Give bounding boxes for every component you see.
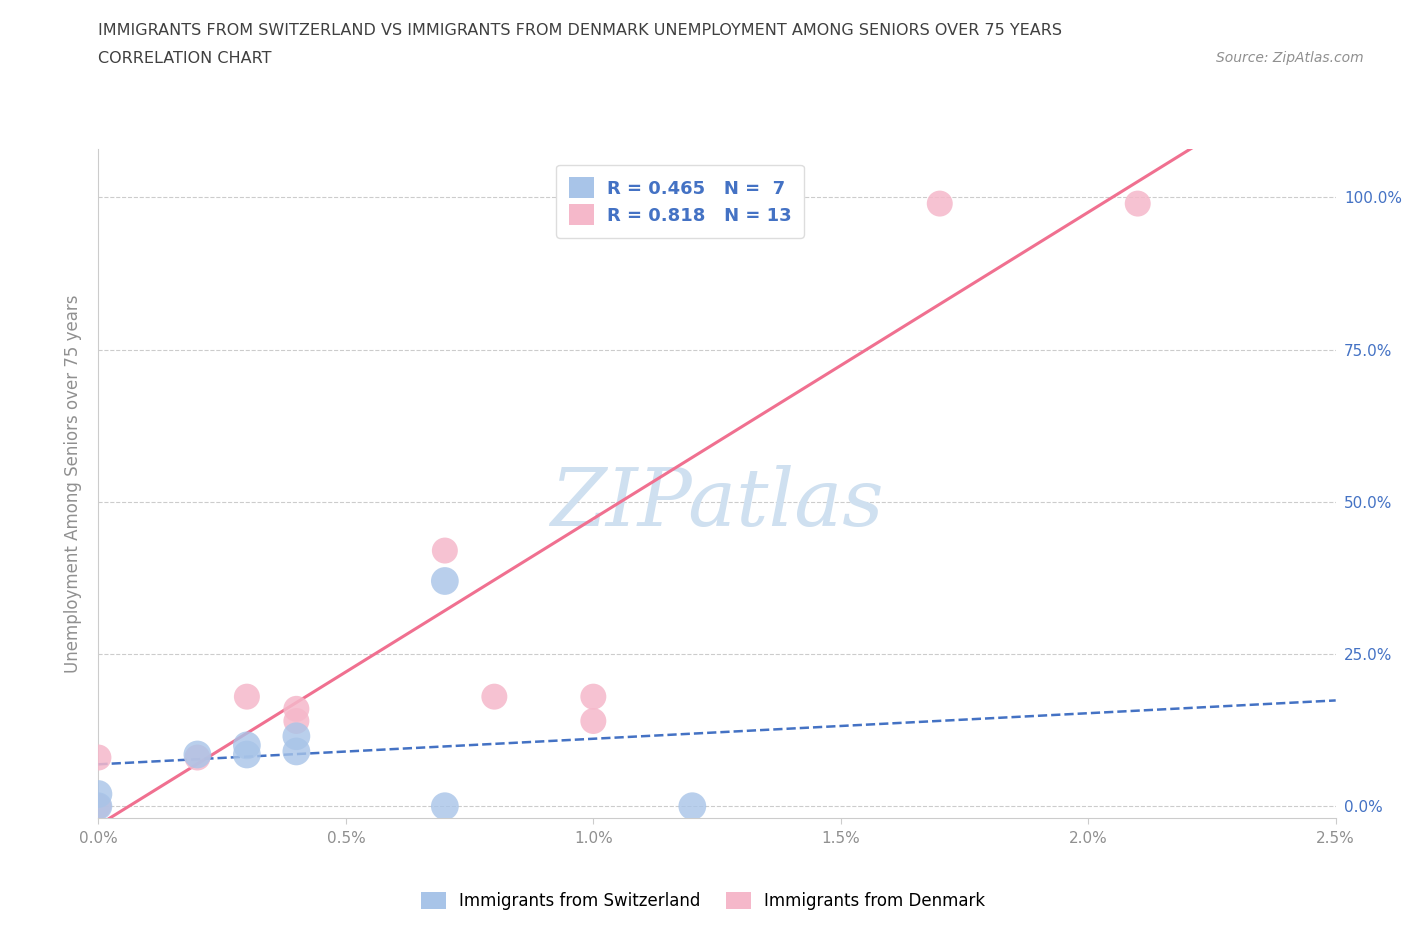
Point bbox=[285, 701, 308, 716]
Point bbox=[87, 787, 110, 802]
Point bbox=[928, 196, 950, 211]
Point bbox=[87, 799, 110, 814]
Point bbox=[285, 729, 308, 744]
Text: ZIPatlas: ZIPatlas bbox=[550, 465, 884, 542]
Point bbox=[236, 689, 259, 704]
Text: Source: ZipAtlas.com: Source: ZipAtlas.com bbox=[1216, 51, 1364, 65]
Point bbox=[433, 543, 456, 558]
Point bbox=[582, 689, 605, 704]
Point bbox=[582, 713, 605, 728]
Point bbox=[285, 713, 308, 728]
Point bbox=[285, 744, 308, 759]
Text: IMMIGRANTS FROM SWITZERLAND VS IMMIGRANTS FROM DENMARK UNEMPLOYMENT AMONG SENIOR: IMMIGRANTS FROM SWITZERLAND VS IMMIGRANT… bbox=[98, 23, 1063, 38]
Point bbox=[433, 799, 456, 814]
Legend: Immigrants from Switzerland, Immigrants from Denmark: Immigrants from Switzerland, Immigrants … bbox=[415, 885, 991, 917]
Point bbox=[236, 737, 259, 752]
Point bbox=[236, 747, 259, 762]
Point bbox=[87, 751, 110, 765]
Point bbox=[681, 196, 703, 211]
Point bbox=[186, 747, 208, 762]
Y-axis label: Unemployment Among Seniors over 75 years: Unemployment Among Seniors over 75 years bbox=[65, 295, 83, 672]
Point bbox=[186, 751, 208, 765]
Legend: R = 0.465   N =  7, R = 0.818   N = 13: R = 0.465 N = 7, R = 0.818 N = 13 bbox=[555, 165, 804, 238]
Point bbox=[681, 799, 703, 814]
Point bbox=[1126, 196, 1149, 211]
Point bbox=[433, 574, 456, 589]
Point bbox=[484, 689, 506, 704]
Point bbox=[87, 799, 110, 814]
Text: CORRELATION CHART: CORRELATION CHART bbox=[98, 51, 271, 66]
